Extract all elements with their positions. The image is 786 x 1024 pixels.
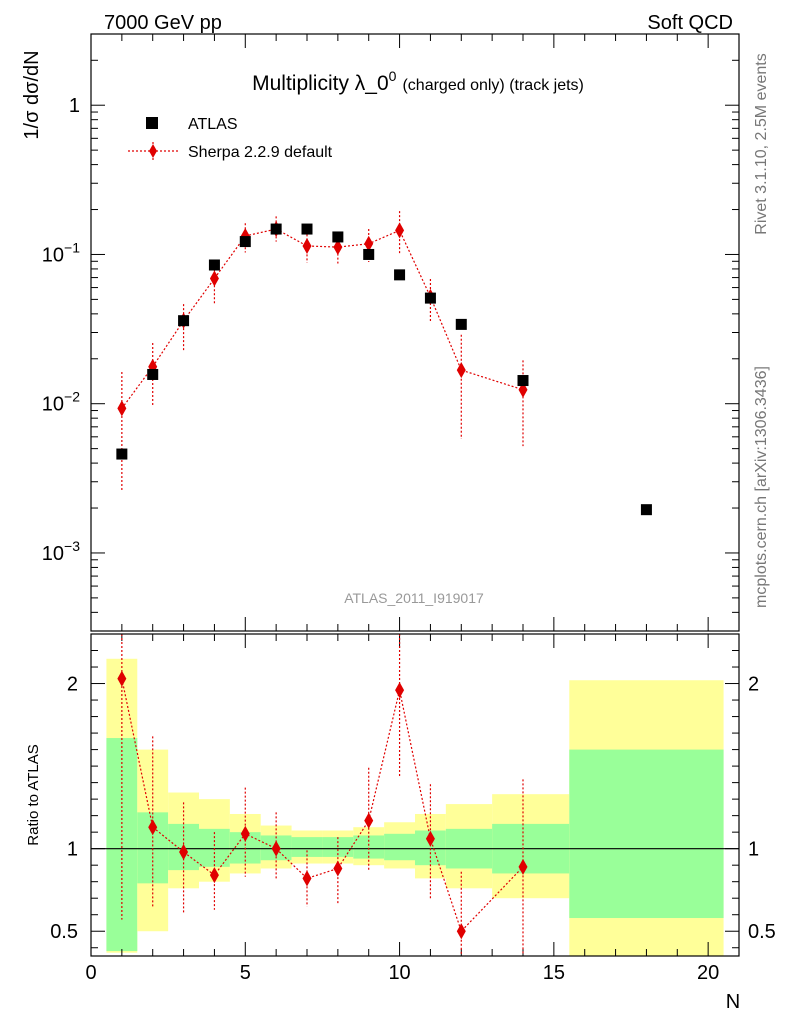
ratio-point (302, 870, 312, 887)
title-sub: (charged only) (track jets) (402, 77, 583, 94)
legend-data-label: ATLAS (188, 116, 238, 133)
mc-series-ratio (117, 634, 528, 956)
data-point (270, 223, 282, 235)
ratio-y-tick-label-2: 2 (67, 674, 78, 696)
top-plot-frame (90, 33, 740, 632)
y-tick-label-top-2: 10−2 (42, 389, 80, 416)
top-ylabel-text: 1/σ dσ/dN (21, 50, 43, 139)
y-tick-label-exponent: −3 (64, 538, 80, 554)
ratio-point (148, 819, 158, 836)
title-main: Multiplicity λ_0 (252, 72, 389, 95)
y-tick-label-base: 10 (42, 244, 64, 266)
y-tick-label-top-3: 10−3 (42, 538, 80, 565)
legend-data-marker (146, 117, 158, 129)
y-tick-label-top-0: 1 (69, 95, 80, 117)
data-point (208, 259, 220, 271)
x-axis-label: N (726, 991, 740, 1013)
x-tick-label-0: 0 (85, 962, 96, 984)
band-inner-8 (353, 835, 385, 859)
y-tick-label-base: 10 (42, 543, 64, 565)
x-tick-label-5: 5 (240, 962, 251, 984)
data-point (640, 504, 652, 516)
mc-point (395, 222, 405, 239)
data-point (116, 448, 128, 460)
data-point (178, 315, 190, 327)
ratio-point (209, 867, 219, 884)
mc-point (333, 239, 343, 256)
mcplots-label: mcplots.cern.ch [arXiv:1306.3436] (753, 366, 770, 608)
ratio-y-tick-label-1: 1 (67, 839, 78, 861)
data-point (424, 292, 436, 304)
data-point (517, 375, 529, 387)
header-right: Soft QCD (647, 12, 733, 34)
y-tick-label-top-1: 10−1 (42, 239, 80, 266)
ratio-point (364, 812, 374, 829)
x-tick-label-15: 15 (543, 962, 565, 984)
ratio-y-tick-label-0: 0.5 (50, 921, 78, 943)
y-tick-label-base: 1 (69, 95, 80, 117)
x-tick-label-10: 10 (388, 962, 410, 984)
data-point (394, 269, 406, 281)
header-left: 7000 GeV pp (104, 12, 222, 34)
data-point (455, 318, 467, 330)
ratio-y-tick-label-right-1: 1 (748, 839, 759, 861)
mc-point (302, 237, 312, 254)
mc-point (364, 235, 374, 252)
mc-point (117, 400, 127, 417)
ratio-plot-frame (90, 633, 740, 957)
mc-point (456, 362, 466, 379)
ratio-point (179, 843, 189, 860)
data-point (332, 231, 344, 243)
title-superscript: 0 (389, 68, 397, 84)
ratio-y-tick-label-right-2: 2 (748, 674, 759, 696)
band-inner-6 (291, 837, 323, 857)
x-tick-label-20: 20 (697, 962, 719, 984)
band-inner-9 (384, 833, 415, 861)
data-point (301, 223, 313, 235)
band-inner-13 (569, 749, 724, 919)
rivet-label: Rivet 3.1.10, 2.5M events (753, 53, 770, 234)
ratio-point (456, 923, 466, 940)
ratio-point (333, 860, 343, 877)
ratio-point (425, 830, 435, 847)
y-tick-label-exponent: −2 (64, 389, 80, 405)
ratio-y-tick-label-right-0: 0.5 (748, 921, 776, 943)
ratio-point (518, 858, 528, 875)
legend-mc-label: Sherpa 2.2.9 default (188, 144, 333, 161)
ratio-point (395, 682, 405, 699)
mc-series-top (117, 211, 528, 492)
ratio-point (240, 825, 250, 842)
legend: ATLAS Sherpa 2.2.9 default (128, 116, 333, 161)
ratio-uncertainty-bands (106, 658, 724, 956)
ratio-point (117, 670, 127, 687)
data-point (363, 248, 375, 260)
plot-title: Multiplicity λ_00 (charged only) (track j… (252, 68, 584, 95)
mc-point (209, 270, 219, 287)
data-point (239, 236, 251, 248)
data-point (147, 368, 159, 380)
ratio-point (271, 840, 281, 857)
ratio-ylabel: Ratio to ATLAS (25, 744, 42, 845)
data-series-top (116, 223, 652, 516)
y-tick-label-exponent: −1 (64, 239, 80, 255)
top-ylabel: 1/σ dσ/dN (21, 50, 43, 139)
legend-mc-marker (149, 144, 157, 158)
analysis-watermark: ATLAS_2011_I919017 (344, 590, 484, 606)
y-tick-label-base: 10 (42, 394, 64, 416)
